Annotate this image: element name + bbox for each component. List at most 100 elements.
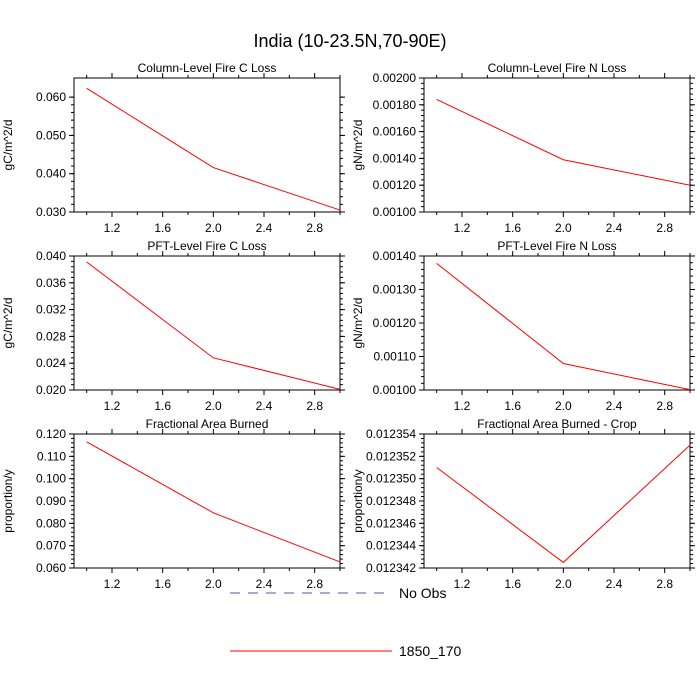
plot-frame — [423, 433, 691, 569]
chart-panel-fractional-area-burned-crop: Fractional Area Burned - Crop 1.2 1.6 2.0 2.… — [351, 417, 695, 591]
y-tick-label: 0.00130 — [373, 283, 417, 297]
x-tick-label: 1.6 — [504, 577, 521, 591]
panel-title: Fractional Area Burned — [146, 417, 269, 431]
series-line-1850-170 — [436, 444, 691, 564]
y-tick-label: 0.00100 — [373, 205, 417, 219]
y-tick-label: 0.00110 — [374, 350, 417, 364]
y-tick-label: 0.028 — [36, 329, 66, 343]
x-tick-label: 2.8 — [306, 399, 323, 413]
y-tick-label: 0.00120 — [373, 178, 417, 192]
panel-title: PFT-Level Fire N Loss — [497, 239, 616, 253]
x-tick-label: 2.0 — [555, 577, 572, 591]
x-tick-label: 2.8 — [306, 577, 323, 591]
y-tick-label: 0.110 — [37, 449, 66, 463]
panel-title: Fractional Area Burned - Crop — [477, 417, 637, 431]
x-tick-label: 1.2 — [454, 399, 471, 413]
panel-title: PFT-Level Fire C Loss — [147, 239, 266, 253]
y-tick-label: 0.012342 — [366, 561, 416, 575]
chart-panel-pft-level-fire-n-loss: PFT-Level Fire N Loss 1.2 1.6 2.0 2.4 2.8 0.00… — [351, 239, 695, 413]
y-tick-label: 0.070 — [36, 539, 66, 553]
y-axis-label: proportion/y — [1, 469, 15, 532]
x-tick-label: 2.4 — [606, 399, 623, 413]
panels-container: Column-Level Fire C Loss 1.2 1.6 2.0 2.4 2.8 0… — [1, 61, 695, 591]
chart-panel-pft-level-fire-c-loss: PFT-Level Fire C Loss 1.2 1.6 2.0 2.4 2.8 0.02… — [1, 239, 345, 413]
y-tick-label: 0.020 — [36, 383, 66, 397]
panel-title: Column-Level Fire N Loss — [488, 61, 627, 75]
x-tick-label: 2.4 — [606, 577, 623, 591]
panel-title: Column-Level Fire C Loss — [138, 61, 277, 75]
series-line-1850-170 — [86, 441, 341, 563]
y-tick-label: 0.080 — [36, 516, 66, 530]
y-axis-label: gN/m^2/d — [351, 298, 365, 349]
y-tick-label: 0.024 — [36, 356, 66, 370]
y-tick-label: 0.012348 — [366, 494, 416, 508]
series-line-1850-170 — [436, 98, 691, 186]
figure-title: India (10-23.5N,70-90E) — [253, 31, 446, 51]
chart-panel-fractional-area-burned: Fractional Area Burned 1.2 1.6 2.0 2.4 2.8 0.0… — [1, 417, 345, 591]
y-tick-label: 0.00180 — [373, 98, 417, 112]
x-tick-label: 2.4 — [256, 399, 273, 413]
legend: No Obs 1850_170 — [230, 585, 462, 659]
x-tick-label: 2.8 — [656, 577, 673, 591]
series-line-1850-170 — [86, 261, 341, 390]
x-tick-label: 1.6 — [154, 399, 171, 413]
plot-frame — [423, 77, 691, 213]
x-tick-label: 2.4 — [256, 577, 273, 591]
y-tick-label: 0.012352 — [366, 449, 416, 463]
legend-label-1850-170: 1850_170 — [399, 643, 462, 659]
x-tick-label: 2.0 — [205, 577, 222, 591]
x-tick-label: 1.6 — [504, 221, 521, 235]
y-axis-label: proportion/y — [351, 469, 365, 532]
y-tick-label: 0.032 — [36, 303, 66, 317]
x-tick-label: 1.6 — [154, 577, 171, 591]
legend-label-no-obs: No Obs — [399, 585, 446, 601]
y-axis-label: gC/m^2/d — [1, 120, 15, 171]
x-tick-label: 2.8 — [656, 399, 673, 413]
y-tick-label: 0.040 — [36, 167, 66, 181]
x-tick-label: 2.8 — [306, 221, 323, 235]
x-tick-label: 1.2 — [104, 577, 121, 591]
x-tick-label: 1.6 — [154, 221, 171, 235]
x-tick-label: 2.0 — [555, 399, 572, 413]
x-tick-label: 1.2 — [104, 399, 121, 413]
y-tick-label: 0.012354 — [366, 427, 416, 441]
x-tick-label: 1.2 — [104, 221, 121, 235]
y-tick-label: 0.040 — [36, 249, 66, 263]
y-tick-label: 0.00140 — [373, 151, 417, 165]
y-tick-label: 0.050 — [36, 128, 66, 142]
plot-frame — [423, 255, 691, 391]
y-tick-label: 0.012346 — [366, 516, 416, 530]
x-tick-label: 1.2 — [454, 577, 471, 591]
x-tick-label: 2.8 — [656, 221, 673, 235]
plot-frame — [73, 255, 341, 391]
x-tick-label: 2.0 — [205, 221, 222, 235]
plot-frame — [73, 77, 341, 213]
x-tick-label: 2.4 — [606, 221, 623, 235]
x-tick-label: 1.6 — [504, 399, 521, 413]
y-tick-label: 0.090 — [36, 494, 66, 508]
y-tick-label: 0.00120 — [373, 316, 417, 330]
y-axis-label: gN/m^2/d — [351, 120, 365, 171]
y-tick-label: 0.060 — [36, 561, 66, 575]
y-tick-label: 0.036 — [36, 276, 66, 290]
y-tick-label: 0.00200 — [373, 71, 417, 85]
series-line-1850-170 — [86, 87, 341, 211]
y-axis-label: gC/m^2/d — [1, 298, 15, 349]
chart-panel-column-level-fire-n-loss: Column-Level Fire N Loss 1.2 1.6 2.0 2.4 2.8 0… — [351, 61, 695, 235]
y-tick-label: 0.00140 — [373, 249, 417, 263]
x-tick-label: 2.0 — [205, 399, 222, 413]
chart-panel-column-level-fire-c-loss: Column-Level Fire C Loss 1.2 1.6 2.0 2.4 2.8 0… — [1, 61, 345, 235]
y-tick-label: 0.012350 — [366, 472, 416, 486]
series-line-1850-170 — [436, 262, 691, 391]
y-tick-label: 0.030 — [36, 205, 66, 219]
plot-frame — [73, 433, 341, 569]
y-tick-label: 0.00160 — [373, 125, 417, 139]
x-tick-label: 2.4 — [256, 221, 273, 235]
x-tick-label: 1.2 — [454, 221, 471, 235]
y-tick-label: 0.100 — [36, 472, 66, 486]
y-tick-label: 0.012344 — [366, 539, 416, 553]
y-tick-label: 0.00100 — [373, 383, 417, 397]
y-tick-label: 0.120 — [36, 427, 66, 441]
x-tick-label: 2.0 — [555, 221, 572, 235]
